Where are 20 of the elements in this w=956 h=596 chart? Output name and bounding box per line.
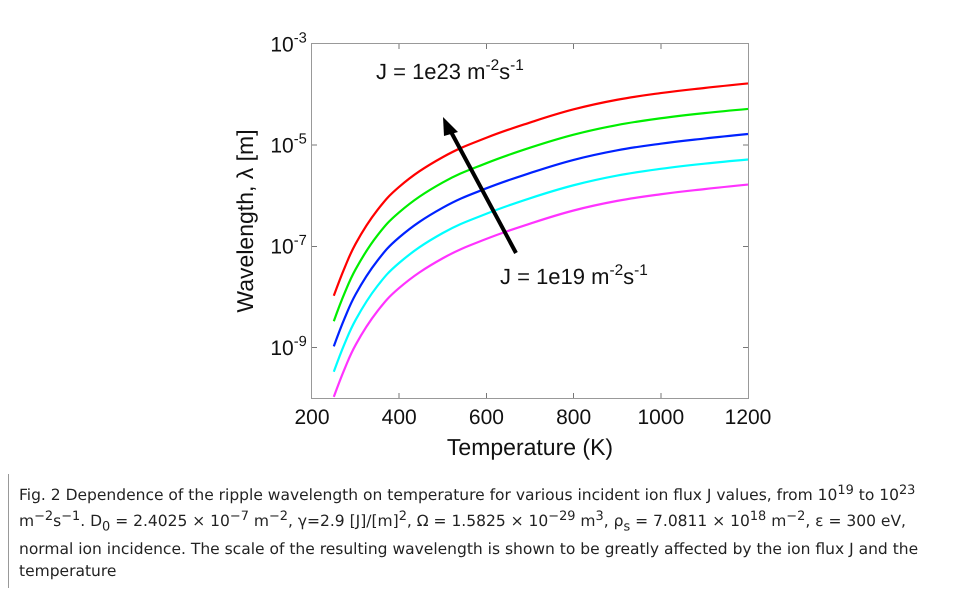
y-tick-label: 10$^{-7}$ xyxy=(270,232,307,259)
line-series xyxy=(332,158,748,373)
line-series xyxy=(332,183,748,398)
y-axis-title: Wavelength, λ [m] xyxy=(232,129,258,313)
line-series xyxy=(332,132,748,348)
line-series xyxy=(332,82,748,297)
y-tick-label: 10$^{-9}$ xyxy=(270,334,307,360)
line-series xyxy=(332,108,748,322)
annotation: J = 1e23 m$^{-2}$s$^{-1}$ xyxy=(376,57,524,84)
annotation: J = 1e19 m$^{-2}$s$^{-1}$ xyxy=(500,262,648,290)
x-tick-label: 800 xyxy=(556,406,592,430)
y-tick-label: 10$^{-5}$ xyxy=(270,132,307,158)
x-axis-title: Temperature (K) xyxy=(446,434,614,460)
text: Fig. 2 Dependence of the ripple wavelength on temperature for various incident ion flux J values, from 10$^{19}$ to 10$^{23}$ m$^{−2}$s$^{−1}$. D$_{0}$ = 2.4025 × 10$^{−7}$ m$^{−2}$, γ=2.9 [J]/[m]$^{2}$, Ω = 1.5825 × 10$^{−29}$ m$^{3}$, ρ$_{s}$ = 7.0811 × 10$^{18}$ m$^{−2}$, ε = 300 eV, normal ion incidence. The scale of the resulting wavelength is shown to be greatly affected by the ion flux J and the temperature xyxy=(19,483,918,580)
x-tick-label: 400 xyxy=(382,406,417,430)
x-tick-label: 200 xyxy=(294,406,330,430)
x-tick-label: 1200 xyxy=(724,406,772,430)
x-tick-label: 1000 xyxy=(637,406,684,430)
y-tick-label: 10$^{-3}$ xyxy=(270,30,307,56)
x-tick-label: 600 xyxy=(468,406,504,430)
